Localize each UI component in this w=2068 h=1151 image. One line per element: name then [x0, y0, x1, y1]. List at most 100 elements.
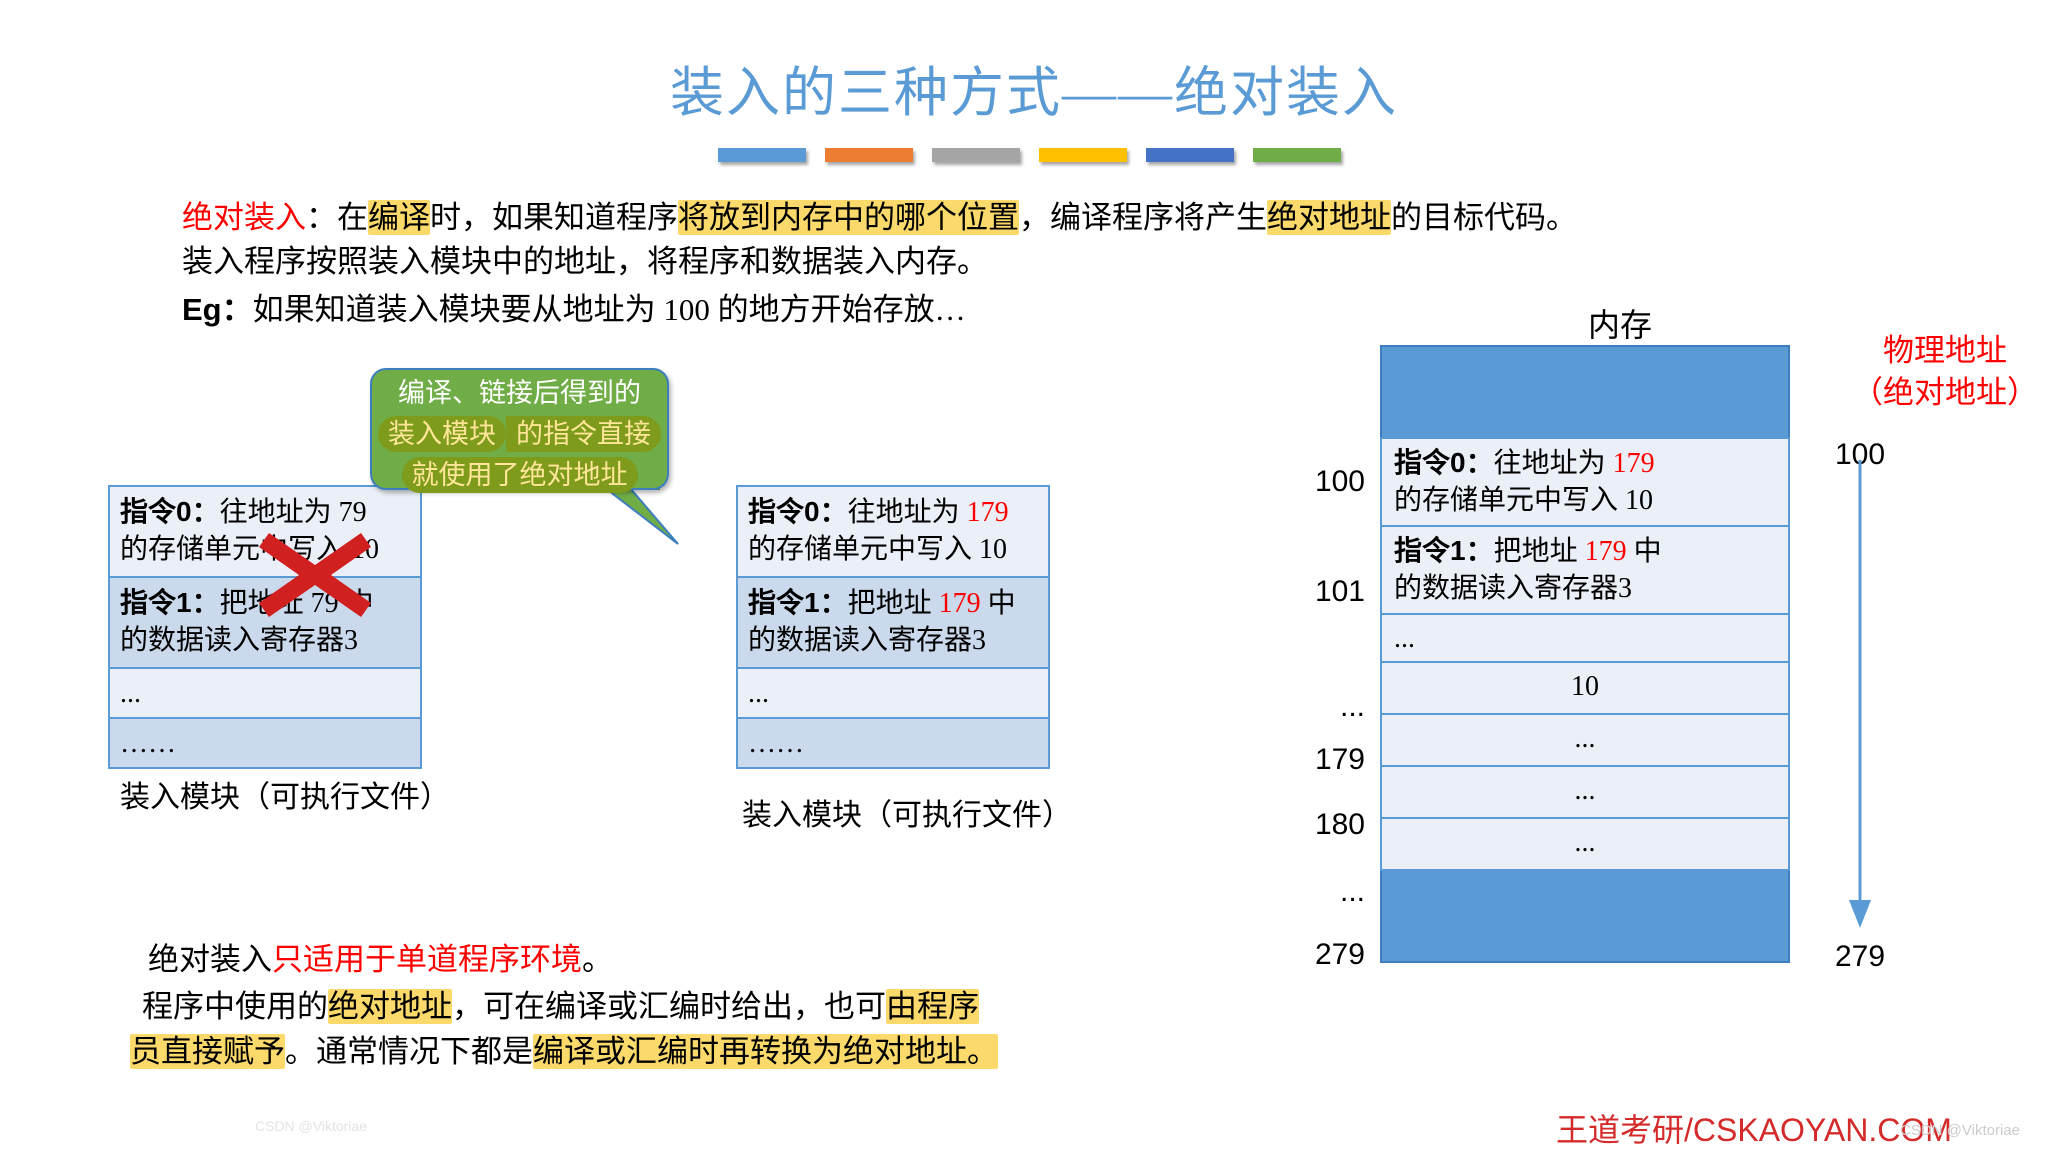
memory-region-bottom: [1380, 871, 1790, 963]
row-instr-label: 指令0：: [748, 496, 848, 527]
callout-hl-module: 装入模块: [378, 416, 506, 452]
memory-row: 指令1：把地址 179 中 的数据读入寄存器3: [1380, 527, 1790, 615]
page-title: 装入的三种方式——绝对装入: [670, 63, 1398, 123]
row-instr-label: 指令0：: [1394, 447, 1494, 478]
bar-green: [1253, 148, 1341, 162]
row-pre: 往地址为: [1493, 448, 1613, 479]
table-row: 指令0：往地址为 179 的存储单元中写入 10: [738, 487, 1048, 576]
red-x-icon: [259, 533, 371, 617]
row-text-b: 的数据读入寄存器3: [120, 625, 359, 656]
row-pre: 把地址: [847, 588, 939, 619]
bar-blue: [718, 148, 806, 162]
row-pre: ……: [748, 728, 804, 759]
footer-l1-red: 只适用于单道程序环境: [272, 942, 582, 977]
memory-addr-label: ...: [1339, 875, 1365, 908]
table-row: ……: [738, 717, 1048, 767]
row-pre: 往地址为: [847, 497, 967, 528]
eg-text: 如果知道装入模块要从地址为 100 的地方开始存放…: [252, 292, 966, 327]
intro-term: 绝对装入: [182, 200, 306, 235]
footer-hl-absaddr: 绝对地址: [328, 989, 452, 1024]
row-instr-label: 指令1：: [748, 587, 848, 618]
footer-l3a: 。通常情况下都是: [285, 1034, 533, 1069]
module-bad-caption: 装入模块（可执行文件）: [120, 781, 450, 814]
row-address: 179: [1612, 448, 1655, 479]
row-pre: ...: [1394, 623, 1415, 654]
row-value: ...: [1574, 775, 1596, 806]
row-pre: 把地址: [1493, 536, 1585, 567]
callout-hl-absaddr: 就使用了绝对地址: [401, 457, 638, 493]
intro-l1c: ，编译程序将产生: [1019, 200, 1267, 235]
row-address: 179: [966, 497, 1009, 528]
row-line2: 的存储单元中写入 10: [1394, 485, 1654, 516]
bar-darkblue: [1146, 148, 1234, 162]
module-table-good: 指令0：往地址为 179 的存储单元中写入 10 指令1：把地址 179 中 的…: [736, 485, 1050, 769]
table-row: ……: [110, 717, 420, 767]
row-text-a: 往地址为 79: [219, 497, 367, 528]
intro-hl-compile: 编译: [368, 200, 430, 235]
intro-l1b: 时，如果知道程序: [430, 200, 678, 235]
footer-hl-assign: 员直接赋予: [130, 1034, 285, 1069]
footer-l2b: ，可在编译或汇编时给出，也可: [452, 989, 886, 1024]
bar-yellow: [1039, 148, 1127, 162]
row-value: ...: [1574, 827, 1596, 858]
watermark-brand: 王道考研/CSKAOYAN.COM: [1556, 1112, 1952, 1148]
callout-line-2: 装入模块 的指令直接: [372, 416, 667, 452]
intro-eg-line: Eg：如果知道装入模块要从地址为 100 的地方开始存放…: [182, 288, 966, 332]
module-good-caption: 装入模块（可执行文件）: [742, 799, 1072, 832]
footer-line-2: 程序中使用的绝对地址，可在编译或汇编时给出，也可由程序: [142, 985, 979, 1029]
bar-orange: [825, 148, 913, 162]
row-instr-label: 指令1：: [1394, 535, 1494, 566]
row-line2: 的存储单元中写入 10: [748, 534, 1008, 565]
memory-region-top: [1380, 345, 1790, 437]
memory-row: ...: [1380, 767, 1790, 819]
physical-end-value: 279: [1835, 940, 1886, 973]
physical-address-arrow-icon: [1849, 460, 1871, 928]
intro-hl-position: 将放到内存中的哪个位置: [678, 200, 1019, 235]
memory-addr-label: ...: [1339, 690, 1365, 723]
row-address: 179: [938, 588, 981, 619]
footer-line-1: 绝对装入只适用于单道程序环境。: [148, 938, 613, 982]
intro-l1d: 的目标代码。: [1391, 200, 1577, 235]
watermark-small: CSDN @Viktoriae: [1900, 1122, 2020, 1139]
footer-hl-convert: 编译或汇编时再转换为绝对地址。: [533, 1034, 998, 1069]
row-instr-label: 指令1：: [120, 587, 220, 618]
footer-l2a: 程序中使用的: [142, 989, 328, 1024]
row-post: 中: [980, 588, 1016, 619]
memory-label: 内存: [1587, 307, 1652, 343]
memory-row: ...: [1380, 615, 1790, 663]
footer-hl-byprogrammer: 由程序: [886, 989, 979, 1024]
row-text-a: ……: [120, 728, 176, 759]
footer-l1b: 。: [582, 942, 613, 977]
intro-hl-absaddr: 绝对地址: [1267, 200, 1391, 235]
row-post: 中: [1626, 536, 1662, 567]
row-line2: 的数据读入寄存器3: [1394, 573, 1633, 604]
memory-addr-label: 279: [1314, 938, 1365, 971]
row-address: 179: [1584, 536, 1627, 567]
table-row: ...: [110, 667, 420, 717]
row-line2: 的数据读入寄存器3: [748, 625, 987, 656]
title-decoration-bars: [718, 148, 1358, 162]
memory-addr-label: 180: [1314, 808, 1365, 841]
row-pre: ...: [748, 678, 769, 709]
footer-line-3: 员直接赋予。通常情况下都是编译或汇编时再转换为绝对地址。: [130, 1030, 998, 1074]
memory-addr-label: 179: [1314, 743, 1365, 776]
memory-row: ...: [1380, 715, 1790, 767]
table-row: 指令1：把地址 179 中 的数据读入寄存器3: [738, 576, 1048, 667]
callout-line-3: 就使用了绝对地址: [372, 457, 667, 493]
physical-address-label: 物理地址 （绝对地址）: [1830, 330, 2060, 414]
memory-diagram: 指令0：往地址为 179 的存储单元中写入 10 指令1：把地址 179 中 的…: [1380, 345, 1790, 963]
watermark-tiny: CSDN @Viktoriae: [255, 1118, 367, 1134]
memory-addr-label: 101: [1314, 575, 1365, 608]
row-value: 10: [1571, 671, 1599, 702]
intro-line-1: 绝对装入：在编译时，如果知道程序将放到内存中的哪个位置，编译程序将产生绝对地址的…: [182, 196, 1577, 240]
row-text-a: ...: [120, 678, 141, 709]
callout-line-1: 编译、链接后得到的: [398, 378, 641, 408]
physical-address-line-1: 物理地址: [1883, 333, 2007, 368]
memory-row: 指令0：往地址为 179 的存储单元中写入 10: [1380, 437, 1790, 527]
physical-address-line-2: （绝对地址）: [1852, 375, 2038, 410]
callout-tail: [600, 484, 679, 545]
module-table-bad: 指令0：往地址为 79 的存储单元中写入 10 指令1：把地址 79 中 的数据…: [108, 485, 422, 769]
memory-addr-label: 100: [1314, 465, 1365, 498]
row-instr-label: 指令0：: [120, 496, 220, 527]
callout-line2-rest: 的指令直接: [506, 416, 661, 452]
